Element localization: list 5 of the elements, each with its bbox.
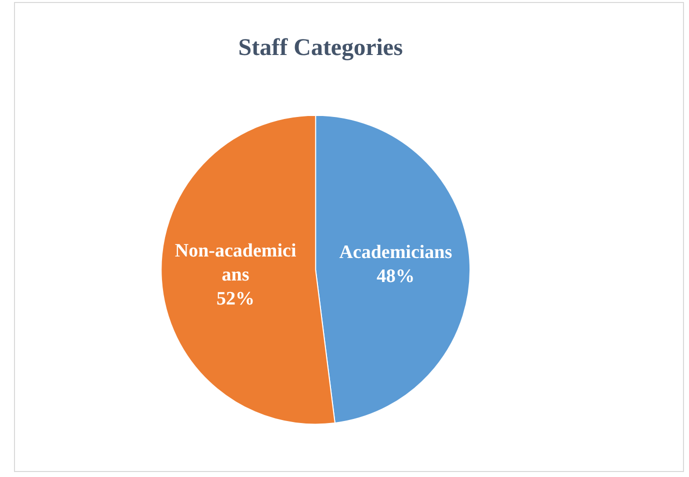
- data-label: 52%: [216, 288, 255, 310]
- slice-label: Non-academicians: [174, 240, 296, 286]
- data-label: 48%: [376, 266, 415, 288]
- slice-label: Academicians: [339, 242, 452, 264]
- chart-title: Staff Categories: [238, 35, 403, 61]
